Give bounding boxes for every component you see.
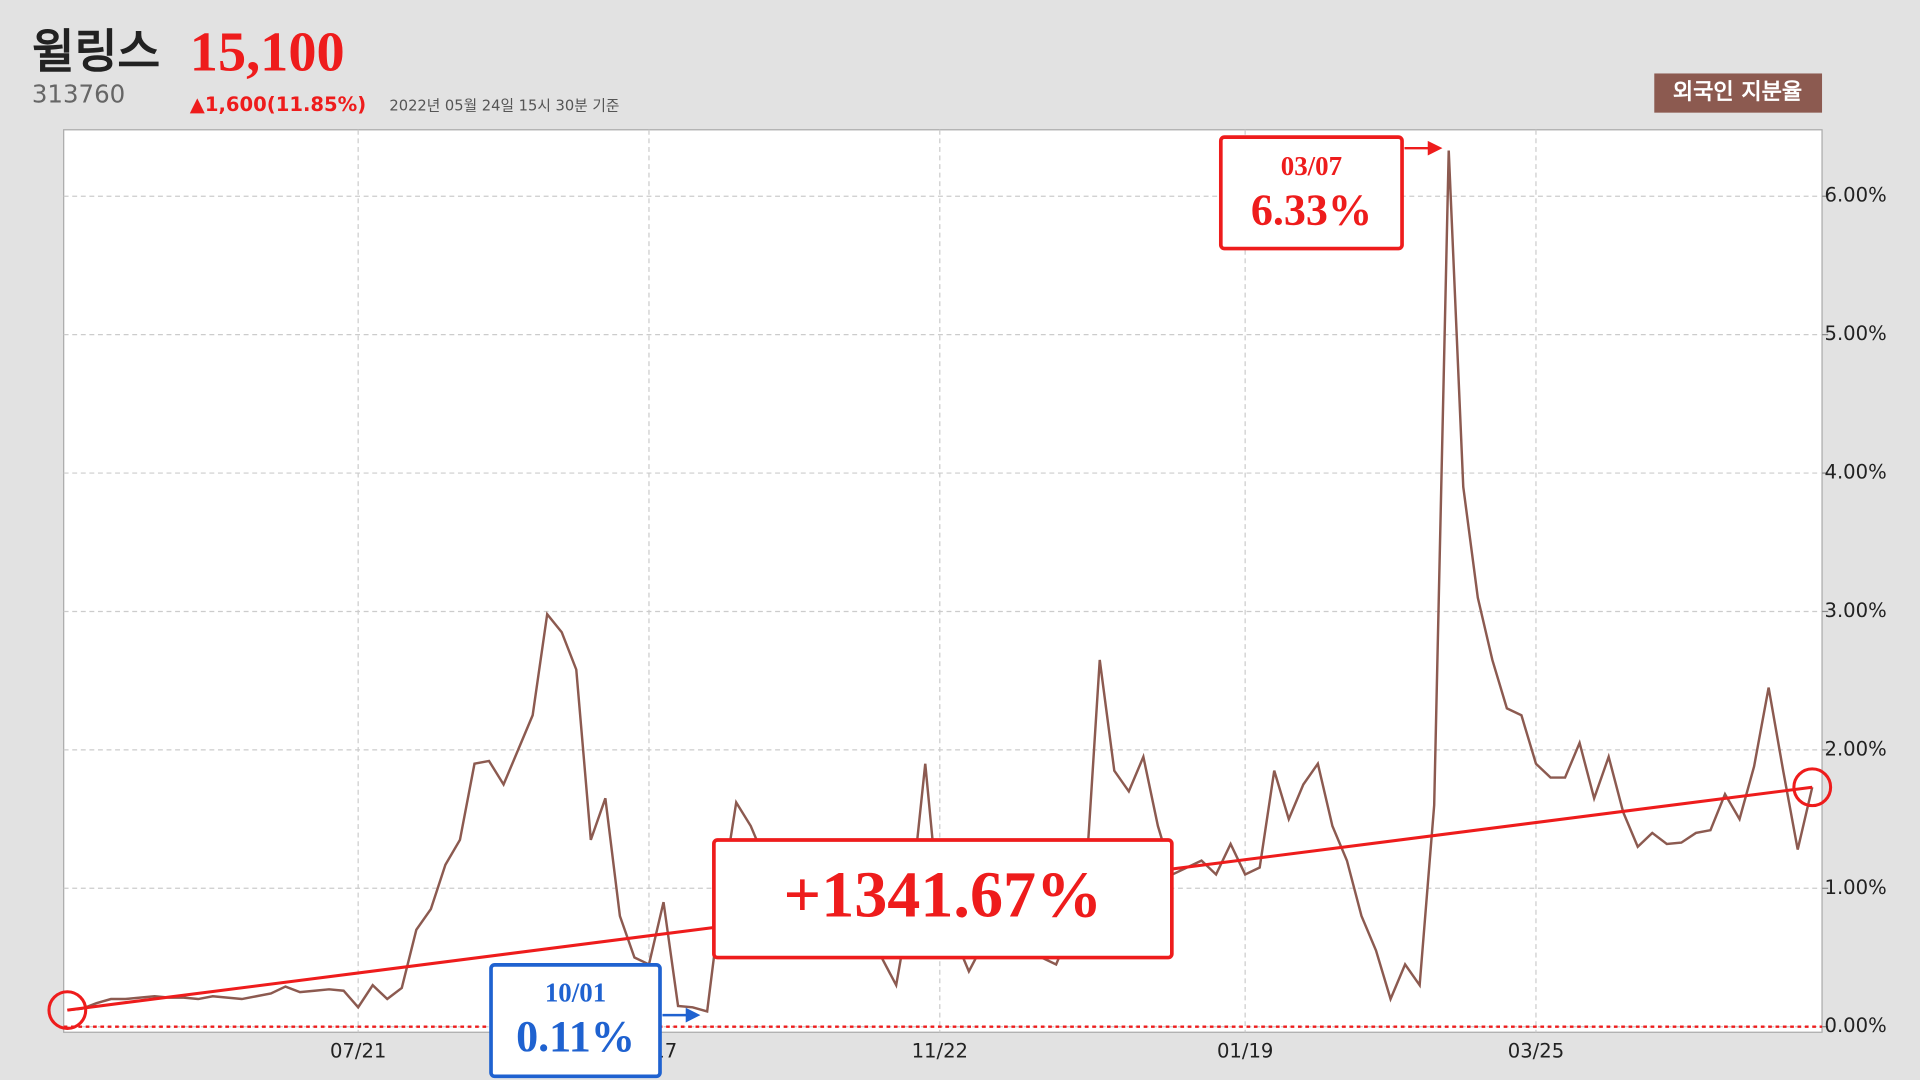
endpoint-circle (47, 990, 88, 1030)
high-date: 03/07 (1281, 151, 1342, 181)
y-tick-label: 3.00% (1824, 599, 1886, 622)
y-tick-label: 2.00% (1824, 737, 1886, 760)
change-value: +1341.67% (784, 858, 1103, 931)
low-box (489, 963, 662, 1079)
high-box (1218, 135, 1404, 251)
price-change: ▲1,600(11.85%) (190, 93, 366, 116)
high-arrow-head (1427, 140, 1443, 156)
y-tick-label: 4.00% (1824, 461, 1886, 484)
x-tick-label: 01/19 (1217, 1039, 1273, 1062)
timestamp: 2022년 05월 24일 15시 30분 기준 (389, 98, 619, 115)
endpoint-circle (1792, 767, 1833, 808)
low-date: 10/01 (545, 978, 606, 1008)
y-tick-label: 0.00% (1824, 1014, 1886, 1037)
y-tick-label: 5.00% (1824, 322, 1886, 345)
badge-text: 외국인 지분율 (1673, 80, 1802, 105)
annotations: 03/07 6.33% 10/01 0.11% +1341.67% (489, 135, 1443, 1079)
badge (1654, 73, 1823, 113)
high-value: 6.33% (1251, 185, 1372, 234)
grid: 0.00% 1.00% 2.00% 3.00% 4.00% 5.00% 6.00% 07/21… (63, 129, 1887, 1062)
x-tick-label: 03/25 (1508, 1039, 1564, 1062)
price: 15,100 (190, 21, 345, 83)
x-tick-label: 11/22 (912, 1039, 968, 1062)
x-tick-label: 07/21 (330, 1039, 386, 1062)
y-tick-label: 6.00% (1824, 184, 1886, 207)
stock-code: 313760 (32, 80, 125, 109)
stock-name: 윌링스 (32, 25, 160, 79)
low-value: 0.11% (516, 1012, 635, 1061)
y-tick-label: 1.00% (1824, 876, 1886, 899)
change-box (712, 838, 1174, 960)
low-arrow-head (685, 1007, 701, 1023)
